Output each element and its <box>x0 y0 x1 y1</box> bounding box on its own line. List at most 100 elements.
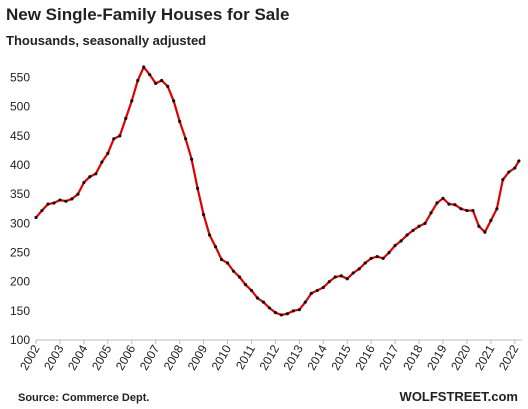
point <box>142 65 146 69</box>
point <box>172 99 176 103</box>
point <box>435 201 439 205</box>
point <box>477 224 481 228</box>
y-tick-label: 150 <box>10 304 30 318</box>
point <box>399 239 403 243</box>
point <box>160 78 164 83</box>
point <box>267 306 272 310</box>
point <box>261 300 266 304</box>
point <box>237 275 242 279</box>
point <box>357 267 361 271</box>
point <box>453 203 457 207</box>
point <box>231 269 236 273</box>
point <box>465 208 469 213</box>
point <box>483 230 487 234</box>
point <box>94 172 98 176</box>
y-tick-label: 200 <box>10 275 30 289</box>
point <box>136 78 140 83</box>
point <box>130 99 134 103</box>
point <box>166 84 170 88</box>
point <box>345 277 349 281</box>
point <box>106 151 110 155</box>
point <box>381 256 385 260</box>
point <box>249 288 254 293</box>
point <box>100 160 104 164</box>
point <box>213 245 218 249</box>
point <box>315 288 319 293</box>
point <box>417 224 421 228</box>
point <box>273 310 278 315</box>
x-tick-label: 2012 <box>257 342 283 372</box>
point <box>52 201 56 205</box>
y-tick-label: 100 <box>10 333 30 347</box>
point <box>279 313 283 317</box>
y-tick-label: 500 <box>10 100 30 114</box>
chart-title: New Single-Family Houses for Sale <box>6 5 289 24</box>
point <box>351 271 355 275</box>
x-tick-label: 2010 <box>209 342 235 372</box>
y-tick-label: 250 <box>10 246 30 260</box>
point <box>411 228 415 232</box>
x-tick-label: 2015 <box>328 342 354 372</box>
point <box>76 192 80 196</box>
chart-subtitle: Thousands, seasonally adjusted <box>6 33 206 48</box>
x-tick-label: 2021 <box>472 342 498 372</box>
point <box>291 309 295 313</box>
y-tick-label: 450 <box>10 129 30 143</box>
point <box>321 285 325 290</box>
point <box>285 312 289 316</box>
point <box>363 261 367 265</box>
point <box>405 233 409 237</box>
y-tick-label: 350 <box>10 187 30 201</box>
point <box>112 137 116 141</box>
point <box>207 233 212 237</box>
x-tick-label: 2020 <box>448 342 474 372</box>
point <box>517 159 521 163</box>
point <box>297 308 301 312</box>
point <box>495 207 499 211</box>
point <box>471 208 475 213</box>
x-tick-label: 2006 <box>113 342 139 372</box>
point <box>46 202 50 206</box>
point <box>489 218 493 223</box>
point <box>58 198 62 202</box>
x-tick-label: 2019 <box>424 342 450 372</box>
brand: WOLFSTREET.com <box>400 389 518 404</box>
y-tick-label: 300 <box>10 216 30 230</box>
point <box>423 221 427 225</box>
x-tick-label: 2003 <box>41 342 67 372</box>
point <box>34 215 38 220</box>
point <box>429 211 433 215</box>
x-tick-label: 2005 <box>89 342 115 372</box>
point <box>369 256 373 260</box>
point <box>88 175 92 179</box>
x-tick-label: 2007 <box>137 342 163 372</box>
point <box>243 283 248 287</box>
point <box>82 180 86 185</box>
point <box>225 261 230 265</box>
x-tick-label: 2004 <box>65 342 91 372</box>
x-tick-label: 2008 <box>161 342 187 372</box>
y-tick-label: 400 <box>10 158 30 172</box>
point <box>154 81 158 86</box>
point <box>201 213 206 217</box>
point <box>507 170 511 174</box>
point <box>303 300 307 304</box>
point <box>459 207 463 211</box>
point <box>501 178 505 182</box>
source: Source: Commerce Dept. <box>18 392 149 404</box>
y-tick-label: 550 <box>10 71 30 85</box>
line <box>35 64 520 317</box>
x-tick-label: 2016 <box>352 342 378 372</box>
point <box>447 202 451 206</box>
point <box>387 250 391 255</box>
point <box>333 275 337 279</box>
point <box>124 116 128 120</box>
point <box>339 274 343 278</box>
x-tick-label: 2022 <box>496 342 522 372</box>
point <box>196 186 200 190</box>
x-tick-label: 2011 <box>233 342 258 372</box>
point <box>190 157 194 161</box>
point <box>64 199 68 203</box>
point <box>184 137 188 141</box>
x-tick-label: 2014 <box>304 342 330 372</box>
